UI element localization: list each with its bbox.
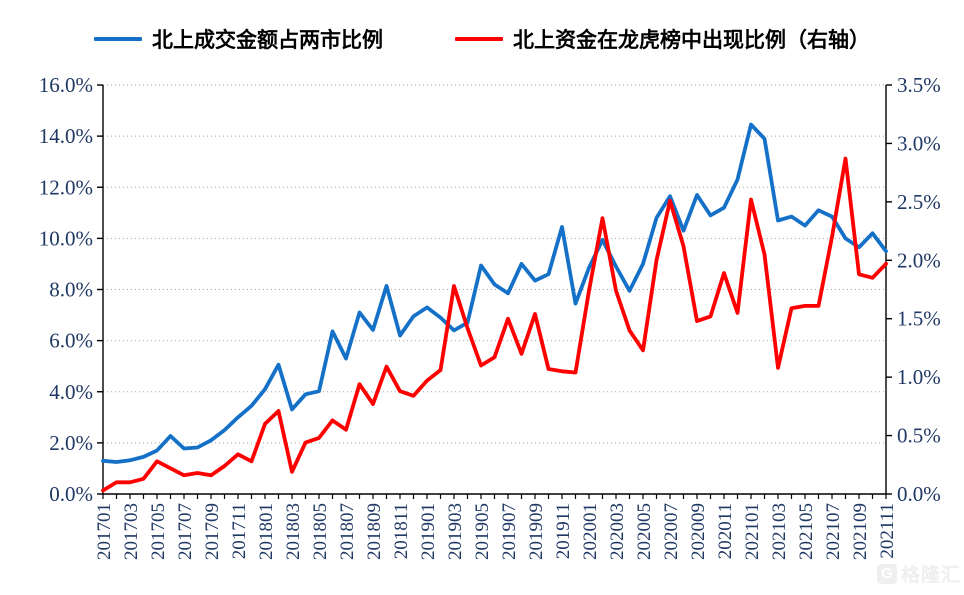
left-axis-tick-label: 12.0% <box>39 175 93 199</box>
x-axis-tick-label: 202001 <box>580 503 601 560</box>
x-axis-tick-label: 202003 <box>607 503 628 560</box>
legend-item-north-turnover: 北上成交金额占两市比例 <box>94 24 383 54</box>
x-axis-tick-label: 202011 <box>715 503 736 559</box>
x-axis-tick-label: 201905 <box>472 503 493 560</box>
right-axis-tick-label: 3.5% <box>897 73 941 97</box>
x-axis-tick-label: 201809 <box>364 503 385 560</box>
x-axis-tick-label: 202103 <box>769 503 790 560</box>
red-series-line <box>101 156 888 493</box>
left-axis-tick-label: 0.0% <box>49 482 93 506</box>
x-axis-tick-label: 201709 <box>202 503 223 560</box>
x-axis-tick-label: 201711 <box>229 503 250 559</box>
right-axis-tick-label: 2.5% <box>897 190 941 214</box>
left-axis-tick-label: 6.0% <box>49 329 93 353</box>
x-axis-tick-label: 201801 <box>256 503 277 560</box>
x-axis-tick-label: 202101 <box>742 503 763 560</box>
x-axis-tick-label: 202105 <box>796 503 817 560</box>
left-axis-tick-label: 8.0% <box>49 278 93 302</box>
x-axis-tick-label: 202009 <box>688 503 709 560</box>
watermark: G 格隆汇 <box>876 560 961 587</box>
watermark-text: 格隆汇 <box>900 565 961 586</box>
left-axis-tick-label: 14.0% <box>39 124 93 148</box>
x-axis-tick-label: 201811 <box>391 503 412 559</box>
x-axis-tick-label: 201907 <box>499 503 520 560</box>
x-axis-tick-label: 201807 <box>337 503 358 560</box>
right-axis-tick-label: 0.5% <box>897 424 941 448</box>
gelonghui-logo-icon: G <box>876 563 897 584</box>
red-line-swatch-icon <box>455 37 503 41</box>
x-axis-tick-label: 201803 <box>283 503 304 560</box>
x-axis-tick-label: 201909 <box>526 503 547 560</box>
right-axis-tick-label: 2.0% <box>897 248 941 272</box>
left-axis-tick-label: 2.0% <box>49 431 93 455</box>
legend-label: 北上资金在龙虎榜中出现比例（右轴） <box>513 28 870 52</box>
x-axis-tick-label: 202007 <box>661 503 682 560</box>
x-axis-tick-label: 201901 <box>418 503 439 560</box>
x-axis-tick-label: 202109 <box>850 503 871 560</box>
right-axis-tick-label: 0.0% <box>897 482 941 506</box>
x-axis-tick-label: 201911 <box>553 503 574 559</box>
left-axis-tick-label: 4.0% <box>49 380 93 404</box>
left-axis-tick-label: 16.0% <box>39 73 93 97</box>
x-axis-tick-label: 201703 <box>121 503 142 560</box>
x-axis-tick-label: 201903 <box>445 503 466 560</box>
right-axis-tick-label: 3.0% <box>897 131 941 155</box>
x-axis-tick-label: 201707 <box>175 503 196 560</box>
x-axis-tick-label: 202107 <box>823 503 844 560</box>
legend-label: 北上成交金额占两市比例 <box>152 28 383 52</box>
right-axis-tick-label: 1.5% <box>897 307 941 331</box>
x-axis-tick-label: 201701 <box>94 503 115 560</box>
right-axis-tick-label: 1.0% <box>897 365 941 389</box>
x-axis-tick-label: 201805 <box>310 503 331 560</box>
legend-item-north-dragon-tiger: 北上资金在龙虎榜中出现比例（右轴） <box>455 24 870 54</box>
blue-series-line <box>101 122 888 464</box>
blue-line-swatch-icon <box>94 37 142 41</box>
chart-legend: 北上成交金额占两市比例 北上资金在龙虎榜中出现比例（右轴） <box>0 24 964 54</box>
x-axis-tick-label: 202005 <box>634 503 655 560</box>
x-axis-tick-label: 202111 <box>877 503 898 559</box>
left-axis-tick-label: 10.0% <box>39 226 93 250</box>
x-axis-tick-label: 201705 <box>148 503 169 560</box>
